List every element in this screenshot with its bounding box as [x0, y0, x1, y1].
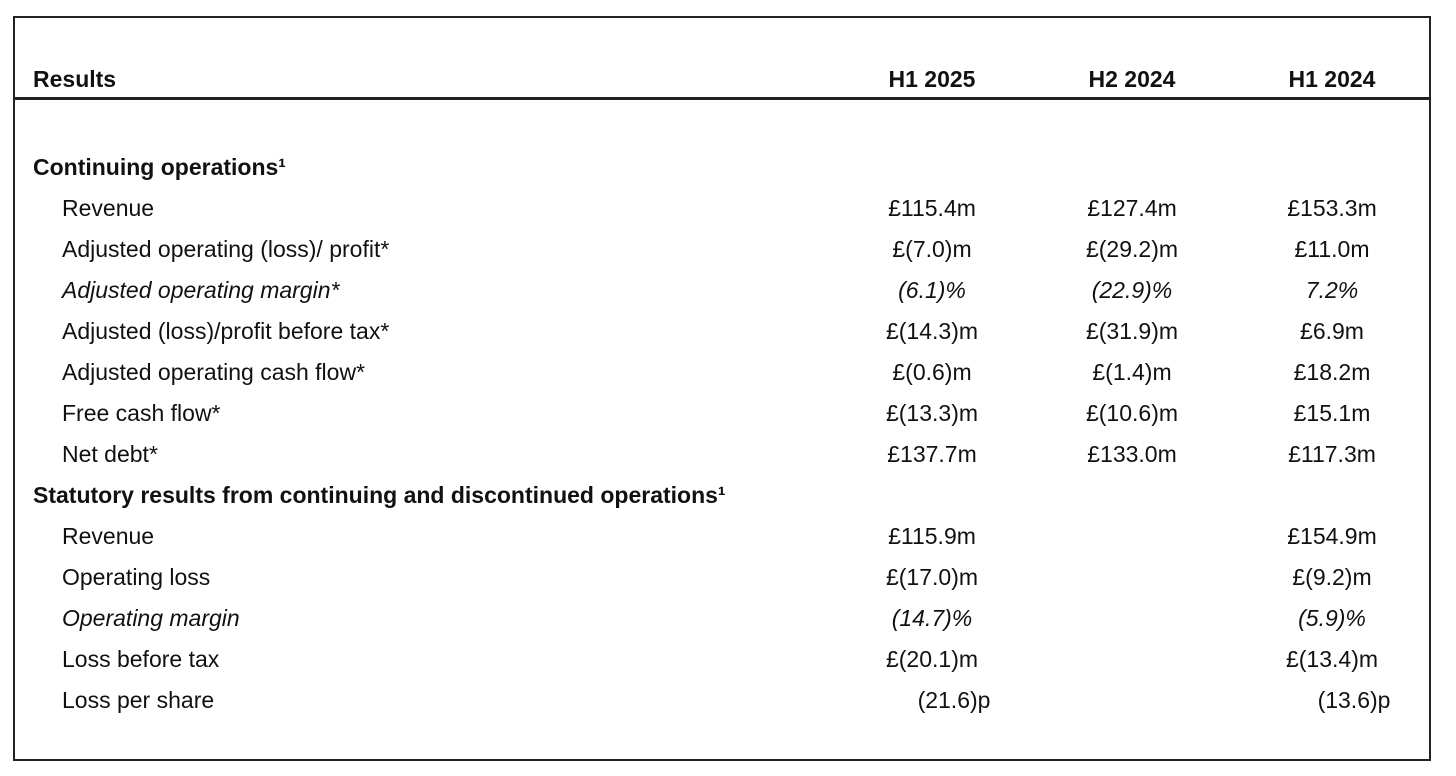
cell-value: £(14.3)m — [885, 318, 979, 344]
cell-value: £(17.0)m — [885, 564, 979, 590]
row-label: Revenue — [62, 195, 155, 221]
cell-value: (6.1)% — [898, 277, 966, 303]
cell-value: £(0.6)m — [892, 359, 972, 385]
row-label: Adjusted operating margin* — [62, 277, 340, 303]
column-header: H2 2024 — [1088, 66, 1176, 92]
row-label: Adjusted (loss)/profit before tax* — [62, 318, 390, 344]
cell-value: £(13.3)m — [885, 400, 979, 426]
cell-value: £(20.1)m — [885, 646, 979, 672]
cell-value: £133.0m — [1087, 441, 1177, 467]
cell-value: £(10.6)m — [1085, 400, 1179, 426]
cell-value: (21.6)p — [917, 687, 991, 713]
cell-value: £(13.4)m — [1285, 646, 1379, 672]
table-border — [13, 16, 1431, 761]
section-heading: Statutory results from continuing and di… — [33, 482, 726, 508]
cell-value: (13.6)p — [1317, 687, 1391, 713]
cell-value: £127.4m — [1087, 195, 1177, 221]
column-header: H1 2024 — [1288, 66, 1376, 92]
cell-value: (14.7)% — [891, 605, 973, 631]
cell-value: £11.0m — [1294, 236, 1370, 262]
row-label: Net debt* — [62, 441, 158, 467]
row-label: Operating loss — [62, 564, 211, 590]
cell-value: £6.9m — [1300, 318, 1364, 344]
cell-value: £(1.4)m — [1092, 359, 1172, 385]
cell-value: £18.2m — [1293, 359, 1371, 385]
cell-value: £115.4m — [888, 195, 976, 221]
row-label: Adjusted operating cash flow* — [62, 359, 366, 385]
section-heading: Continuing operations¹ — [33, 154, 286, 180]
cell-value: £15.1m — [1293, 400, 1371, 426]
cell-value: 7.2% — [1305, 277, 1359, 303]
row-label: Adjusted operating (loss)/ profit* — [62, 236, 390, 262]
row-label: Loss before tax — [62, 646, 220, 672]
row-label: Free cash flow* — [62, 400, 221, 426]
header-rule — [13, 97, 1431, 100]
row-label: Operating margin — [62, 605, 240, 631]
cell-value: £137.7m — [887, 441, 977, 467]
cell-value: £115.9m — [888, 523, 976, 549]
cell-value: £(29.2)m — [1085, 236, 1179, 262]
cell-value: £(7.0)m — [892, 236, 972, 262]
cell-value: £154.9m — [1287, 523, 1377, 549]
cell-value: £153.3m — [1287, 195, 1377, 221]
row-label: Revenue — [62, 523, 155, 549]
cell-value: (5.9)% — [1298, 605, 1366, 631]
header-title: Results — [33, 66, 117, 92]
column-header: H1 2025 — [888, 66, 976, 92]
cell-value: £(9.2)m — [1292, 564, 1372, 590]
cell-value: £(31.9)m — [1085, 318, 1179, 344]
row-label: Loss per share — [62, 687, 215, 713]
cell-value: (22.9)% — [1091, 277, 1173, 303]
cell-value: £117.3m — [1288, 441, 1376, 467]
